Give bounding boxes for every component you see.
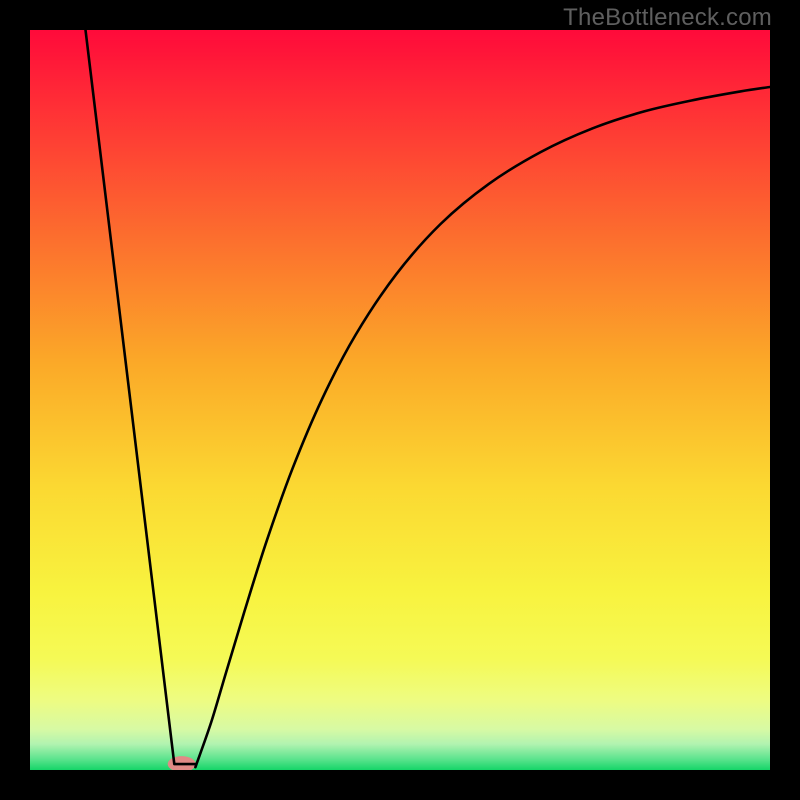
watermark-text: TheBottleneck.com xyxy=(563,4,772,32)
plot-area xyxy=(30,30,770,770)
bottleneck-curve-layer xyxy=(30,30,770,770)
chart-stage: TheBottleneck.com xyxy=(0,0,800,800)
bottleneck-curve xyxy=(86,30,771,767)
